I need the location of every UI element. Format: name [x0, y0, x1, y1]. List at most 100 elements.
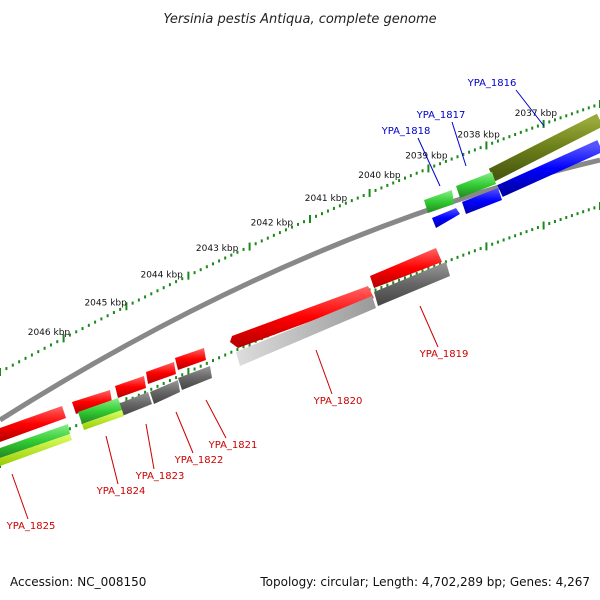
- scale-dot: [456, 155, 459, 159]
- scale-dot: [368, 188, 371, 197]
- gene-YPA_1817-feature[interactable]: [456, 172, 496, 198]
- gene-label-YPA_1818[interactable]: YPA_1818: [381, 126, 431, 137]
- gene-YPA_1823-feature[interactable]: [118, 392, 152, 416]
- gene-label-YPA_1824[interactable]: YPA_1824: [96, 486, 146, 497]
- scale-dot: [266, 236, 269, 240]
- gene-YPA_1819-feature[interactable]: [374, 262, 450, 306]
- scale-dot: [403, 276, 406, 280]
- scale-dot: [576, 110, 579, 114]
- scale-dot: [290, 225, 293, 229]
- gene-label-YPA_1819[interactable]: YPA_1819: [419, 349, 469, 360]
- scale-dot: [119, 307, 122, 311]
- gene-YPA_1824-feature[interactable]: [78, 398, 122, 424]
- scale-dot: [582, 108, 585, 112]
- gene-label-YPA_1821[interactable]: YPA_1821: [208, 440, 258, 451]
- scale-dot: [332, 206, 335, 210]
- scale-dot: [508, 236, 511, 240]
- scale-dot: [444, 260, 447, 264]
- scale-dot: [439, 262, 442, 266]
- scale-dot: [193, 271, 196, 275]
- gene-YPA_1824-cds[interactable]: [72, 390, 112, 414]
- gene-label-YPA_1817[interactable]: YPA_1817: [416, 110, 466, 121]
- scale-dot: [462, 253, 465, 257]
- scale-dot: [548, 221, 551, 225]
- scale-dot: [450, 258, 453, 262]
- gene-label-YPA_1820[interactable]: YPA_1820: [313, 396, 363, 407]
- scale-dot: [49, 343, 52, 347]
- scale-dot: [162, 381, 165, 385]
- scale-dot: [508, 135, 511, 139]
- scale-dot: [175, 280, 178, 284]
- gene-YPA_1820-feature[interactable]: [236, 296, 376, 366]
- scale-dot: [131, 301, 134, 305]
- scale-dot: [112, 311, 115, 315]
- gene-YPA_1819-cds[interactable]: [370, 248, 442, 288]
- scale-tick-label: 2046 kbp: [28, 328, 71, 338]
- scale-dot: [302, 220, 305, 224]
- scale-dot: [344, 201, 347, 205]
- scale-dot: [181, 277, 184, 281]
- gene-label-YPA_1823[interactable]: YPA_1823: [135, 471, 185, 482]
- scale-dot: [553, 219, 556, 223]
- scale-dot: [433, 264, 436, 268]
- scale-dot: [576, 212, 579, 216]
- reverse-cds-arc: [497, 140, 600, 197]
- scale-dot: [392, 281, 395, 285]
- scale-dot: [468, 251, 471, 255]
- scale-dot: [242, 345, 245, 349]
- scale-dot: [309, 215, 311, 223]
- scale-dot: [94, 320, 97, 324]
- scale-dot: [230, 253, 233, 257]
- topology-label: Topology: circular; Length: 4,702,289 bp…: [259, 575, 590, 589]
- gene-YPA_1822-feature[interactable]: [150, 380, 180, 404]
- scale-dot: [502, 238, 505, 242]
- scale-dot: [519, 130, 522, 134]
- scale-dot: [380, 186, 383, 190]
- gene-YPA_1818-feature[interactable]: [424, 190, 454, 213]
- gene-YPA_1820-cds[interactable]: [230, 286, 374, 348]
- scale-dot: [68, 333, 71, 337]
- scale-dot: [18, 360, 21, 364]
- gene-YPA_1817-cds[interactable]: [462, 188, 502, 214]
- scale-dot: [496, 139, 499, 143]
- scale-dot: [548, 120, 551, 124]
- scale-dot: [587, 106, 590, 110]
- scale-dot: [491, 242, 494, 246]
- scale-tick-label: 2044 kbp: [140, 271, 183, 281]
- gene-YPA_1824-gc: [82, 410, 124, 430]
- gene-label-YPA_1816[interactable]: YPA_1816: [467, 78, 517, 89]
- scale-dot: [193, 367, 196, 371]
- scale-dot: [296, 222, 299, 226]
- scale-dot: [30, 353, 33, 357]
- scale-dot: [125, 302, 128, 311]
- gene-YPA_1823-cds[interactable]: [115, 376, 146, 398]
- scale-dot: [392, 181, 395, 185]
- scale-tick-label: 2037 kbp: [515, 109, 558, 119]
- scale-dot: [496, 240, 499, 244]
- scale-dot: [479, 146, 482, 150]
- gene-label-YPA_1822[interactable]: YPA_1822: [174, 455, 224, 466]
- gene-YPA_1821-cds[interactable]: [175, 348, 206, 370]
- gene-YPA_1825-feature[interactable]: [0, 424, 70, 458]
- scale-dot: [211, 359, 214, 363]
- scale-dot: [320, 212, 323, 216]
- scale-dot: [175, 376, 178, 380]
- scale-dot: [284, 228, 287, 232]
- scale-dot: [218, 259, 221, 263]
- scale-dot: [199, 268, 202, 272]
- gene-YPA_1818-cds[interactable]: [432, 208, 460, 228]
- gene-label-YPA_1825[interactable]: YPA_1825: [6, 521, 56, 532]
- gene-YPA_1825-cds[interactable]: [0, 406, 66, 442]
- gene-YPA_1822-cds[interactable]: [146, 362, 176, 384]
- scale-dot: [403, 176, 406, 180]
- scale-dot: [68, 427, 71, 431]
- scale-dot: [433, 164, 436, 168]
- scale-dot: [553, 118, 556, 122]
- scale-dot: [137, 298, 140, 302]
- scale-tick-label: 2040 kbp: [358, 171, 401, 181]
- gene-YPA_1821-feature[interactable]: [178, 366, 212, 390]
- scale-dot: [62, 334, 65, 343]
- scale-dot: [5, 367, 8, 371]
- scale-dot: [24, 356, 27, 360]
